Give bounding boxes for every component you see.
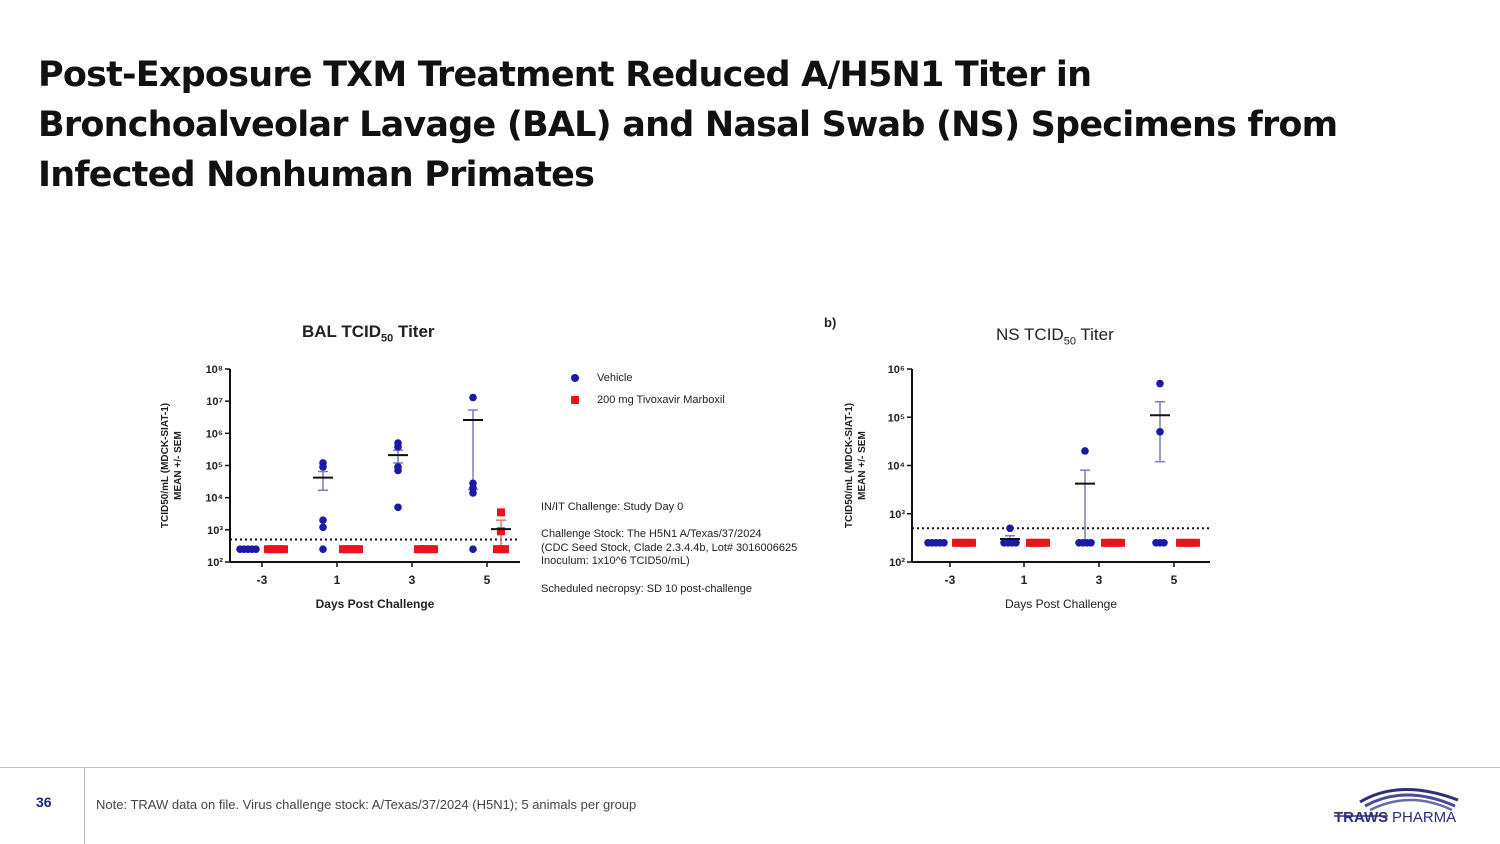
footer-note: Note: TRAW data on file. Virus challenge…: [96, 797, 637, 812]
slide-title: Post-Exposure TXM Treatment Reduced A/H5…: [38, 55, 1338, 195]
note-stock-3: Inoculum: 1x10^6 TCID50/mL): [541, 555, 690, 567]
legend-vehicle: Vehicle: [597, 372, 633, 384]
legend-treated: 200 mg Tivoxavir Marboxil: [597, 394, 725, 406]
vehicle-point: [1012, 538, 1020, 547]
legend-treated-marker: [571, 396, 579, 404]
treated-point: [497, 527, 505, 536]
y-tick-label: 10³: [889, 509, 905, 521]
x-tick-label: 1: [1021, 573, 1028, 587]
x-tick-label: 5: [484, 573, 491, 587]
y-tick-label: 10⁵: [888, 412, 905, 424]
vehicle-point: [252, 545, 260, 553]
vehicle-point: [1081, 447, 1089, 455]
treated-point: [968, 538, 976, 547]
y-tick-label: 10⁷: [206, 396, 223, 408]
x-axis-label: Days Post Challenge: [1005, 597, 1117, 611]
x-tick-label: 3: [409, 573, 416, 587]
vehicle-point: [1156, 427, 1164, 436]
treated-point: [1117, 538, 1125, 547]
vehicle-point: [319, 545, 327, 553]
svg-text:PHARMA: PHARMA: [1392, 809, 1456, 826]
vehicle-point: [469, 393, 477, 402]
vehicle-point: [1087, 538, 1095, 547]
y-tick-label: 10⁵: [206, 461, 223, 473]
treated-point: [280, 545, 288, 554]
vehicle-point: [469, 489, 477, 497]
treated-point: [497, 508, 505, 517]
treated-point: [430, 545, 438, 554]
vehicle-point: [940, 538, 948, 547]
vehicle-point: [1156, 379, 1164, 388]
note-stock-2: (CDC Seed Stock, Clade 2.3.4.4b, Lot# 30…: [541, 542, 798, 554]
traws-pharma-logo: TRAWS PHARMA: [1330, 780, 1470, 835]
x-tick-label: 3: [1096, 573, 1103, 587]
y-tick-label: 10⁶: [206, 428, 223, 440]
treated-point: [1192, 538, 1200, 547]
svg-text:TRAWS: TRAWS: [1334, 809, 1388, 826]
vehicle-point: [319, 516, 327, 524]
y-axis-label-line2: MEAN +/- SEM: [857, 431, 868, 500]
y-axis-label-line2: MEAN +/- SEM: [173, 431, 184, 500]
y-tick-label: 10⁶: [888, 364, 905, 376]
footer-divider: [0, 767, 1500, 768]
vehicle-point: [394, 503, 402, 512]
vehicle-point: [1006, 524, 1014, 533]
y-tick-label: 10³: [207, 525, 223, 537]
vehicle-point: [1160, 538, 1168, 547]
treated-point: [1042, 538, 1050, 547]
y-tick-label: 10⁸: [206, 364, 223, 376]
page-number: 36: [36, 794, 52, 810]
y-axis-label-line1: TCID50/mL (MDCK-SIAT-1): [844, 403, 855, 528]
vehicle-point: [394, 466, 402, 475]
x-tick-label: -3: [945, 573, 956, 587]
legend-vehicle-marker: [571, 374, 579, 382]
note-challenge: IN/IT Challenge: Study Day 0: [541, 501, 684, 513]
y-axis-label-line1: TCID50/mL (MDCK-SIAT-1): [160, 403, 171, 528]
vehicle-point: [319, 463, 327, 471]
bal-chart-title: BAL TCID50 Titer: [302, 322, 435, 345]
y-tick-label: 10⁴: [887, 461, 905, 473]
note-necropsy: Scheduled necropsy: SD 10 post-challenge: [541, 583, 752, 595]
vehicle-point: [319, 523, 327, 532]
ns-chart-title: NS TCID50 Titer: [996, 325, 1114, 348]
footer-vertical-divider: [84, 768, 85, 844]
x-axis-label: Days Post Challenge: [316, 597, 435, 611]
vehicle-point: [469, 545, 477, 553]
treated-point: [355, 545, 363, 554]
y-tick-label: 10⁴: [205, 493, 223, 505]
vehicle-point: [394, 443, 402, 451]
y-tick-label: 10²: [889, 557, 905, 569]
panel-label: b): [824, 315, 837, 330]
x-tick-label: -3: [257, 573, 268, 587]
y-tick-label: 10²: [207, 557, 223, 569]
x-tick-label: 1: [334, 573, 341, 587]
x-tick-label: 5: [1171, 573, 1178, 587]
note-stock-1: Challenge Stock: The H5N1 A/Texas/37/202…: [541, 528, 762, 540]
treated-point: [501, 545, 509, 554]
